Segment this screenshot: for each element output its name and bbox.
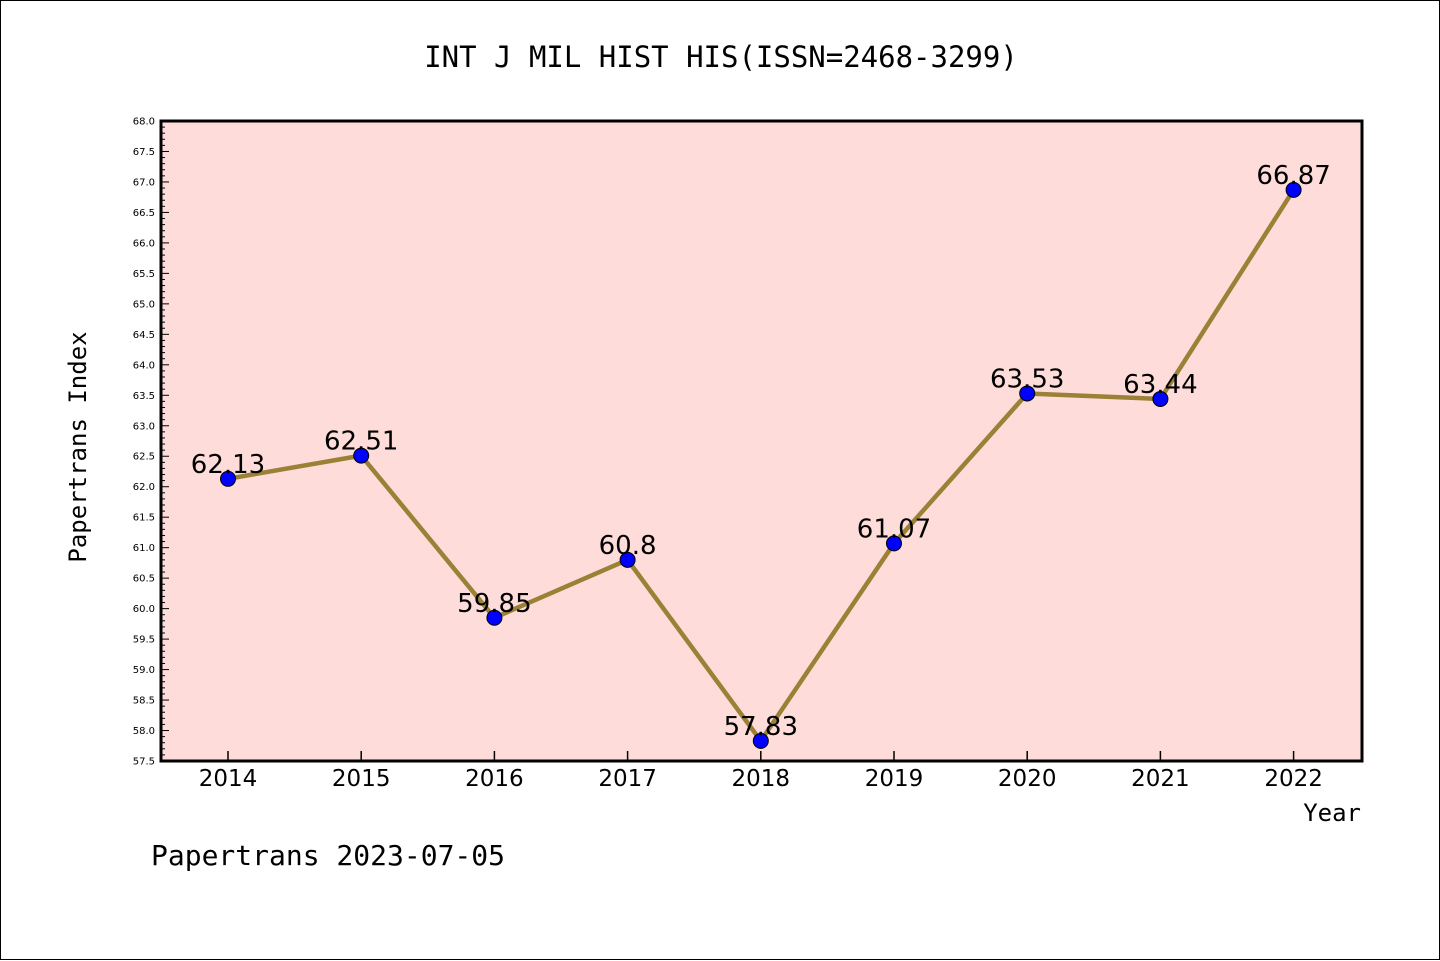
x-tick-label: 2022 (1264, 766, 1323, 792)
plot-border (159, 119, 1364, 763)
y-tick-label: 62.5 (133, 452, 155, 463)
y-tick-label: 57.5 (133, 757, 155, 768)
y-tick-label: 59.5 (133, 635, 155, 646)
y-axis: 57.5 58.0 58.5 59.0 59.5 60.0 60.5 61.0 61.5 62.0… (133, 117, 169, 768)
y-tick-label: 61.5 (133, 513, 155, 524)
y-tick-label: 62.0 (133, 482, 155, 493)
data-point-marker (220, 470, 236, 487)
data-point-marker (353, 447, 370, 464)
y-tick-label: 64.5 (133, 330, 155, 341)
x-tick-label: 2017 (598, 766, 657, 792)
x-tick-label: 2015 (332, 766, 391, 792)
y-tick-label: 63.0 (133, 421, 155, 432)
footer-date: Papertrans 2023-07-05 (151, 839, 505, 872)
x-tick-label: 2020 (998, 766, 1057, 792)
data-point-marker (486, 609, 503, 626)
data-label: 66.87 (1256, 161, 1330, 191)
data-label: 57.83 (724, 712, 798, 742)
x-axis: 2014 2015 2016 2017 2018 2019 2020 2021 2022 (199, 751, 1323, 792)
chart-title: INT J MIL HIST HIS(ISSN=2468-3299) (424, 40, 1018, 74)
y-tick-label: 59.0 (133, 665, 155, 676)
y-tick-label: 68.0 (133, 117, 155, 128)
y-tick-label: 65.5 (133, 269, 155, 280)
y-tick-label: 60.0 (133, 604, 155, 615)
x-tick-label: 2019 (865, 766, 924, 792)
data-label: 60.8 (599, 531, 657, 561)
x-tick-label: 2014 (199, 766, 258, 792)
data-point-marker (886, 535, 902, 552)
y-tick-label: 64.0 (133, 360, 155, 371)
y-tick-label: 66.5 (133, 208, 155, 219)
series-line (220, 181, 1302, 749)
y-tick-label: 65.0 (133, 299, 155, 310)
x-tick-label: 2021 (1131, 766, 1190, 792)
data-label: 62.51 (324, 427, 398, 457)
data-point-marker (752, 732, 769, 749)
x-axis-label: Year (1303, 799, 1361, 827)
plot-area (161, 121, 1362, 761)
data-point-marker (619, 551, 636, 568)
data-label: 63.44 (1123, 370, 1197, 400)
y-axis-label: Papertrans Index (64, 331, 92, 562)
data-point-marker (1152, 390, 1169, 407)
y-tick-label: 60.5 (133, 574, 155, 585)
data-point-marker (1019, 385, 1036, 402)
data-labels: 62.13 62.51 59.85 60.8 57.83 61.07 63.53 63.44 6… (191, 161, 1331, 742)
data-label: 59.85 (457, 589, 531, 619)
data-label: 61.07 (857, 514, 931, 544)
x-tick-label: 2018 (732, 766, 791, 792)
y-tick-label: 61.0 (133, 543, 155, 554)
y-tick-label: 66.0 (133, 238, 155, 249)
data-label: 63.53 (990, 364, 1064, 394)
y-tick-label: 58.5 (133, 696, 155, 707)
y-tick-label: 67.5 (133, 147, 155, 158)
y-tick-label: 58.0 (133, 726, 155, 737)
y-tick-label: 67.0 (133, 177, 155, 188)
data-label: 62.13 (191, 450, 265, 480)
data-point-marker (1285, 181, 1302, 198)
y-tick-label: 63.5 (133, 391, 155, 402)
x-tick-label: 2016 (465, 766, 524, 792)
